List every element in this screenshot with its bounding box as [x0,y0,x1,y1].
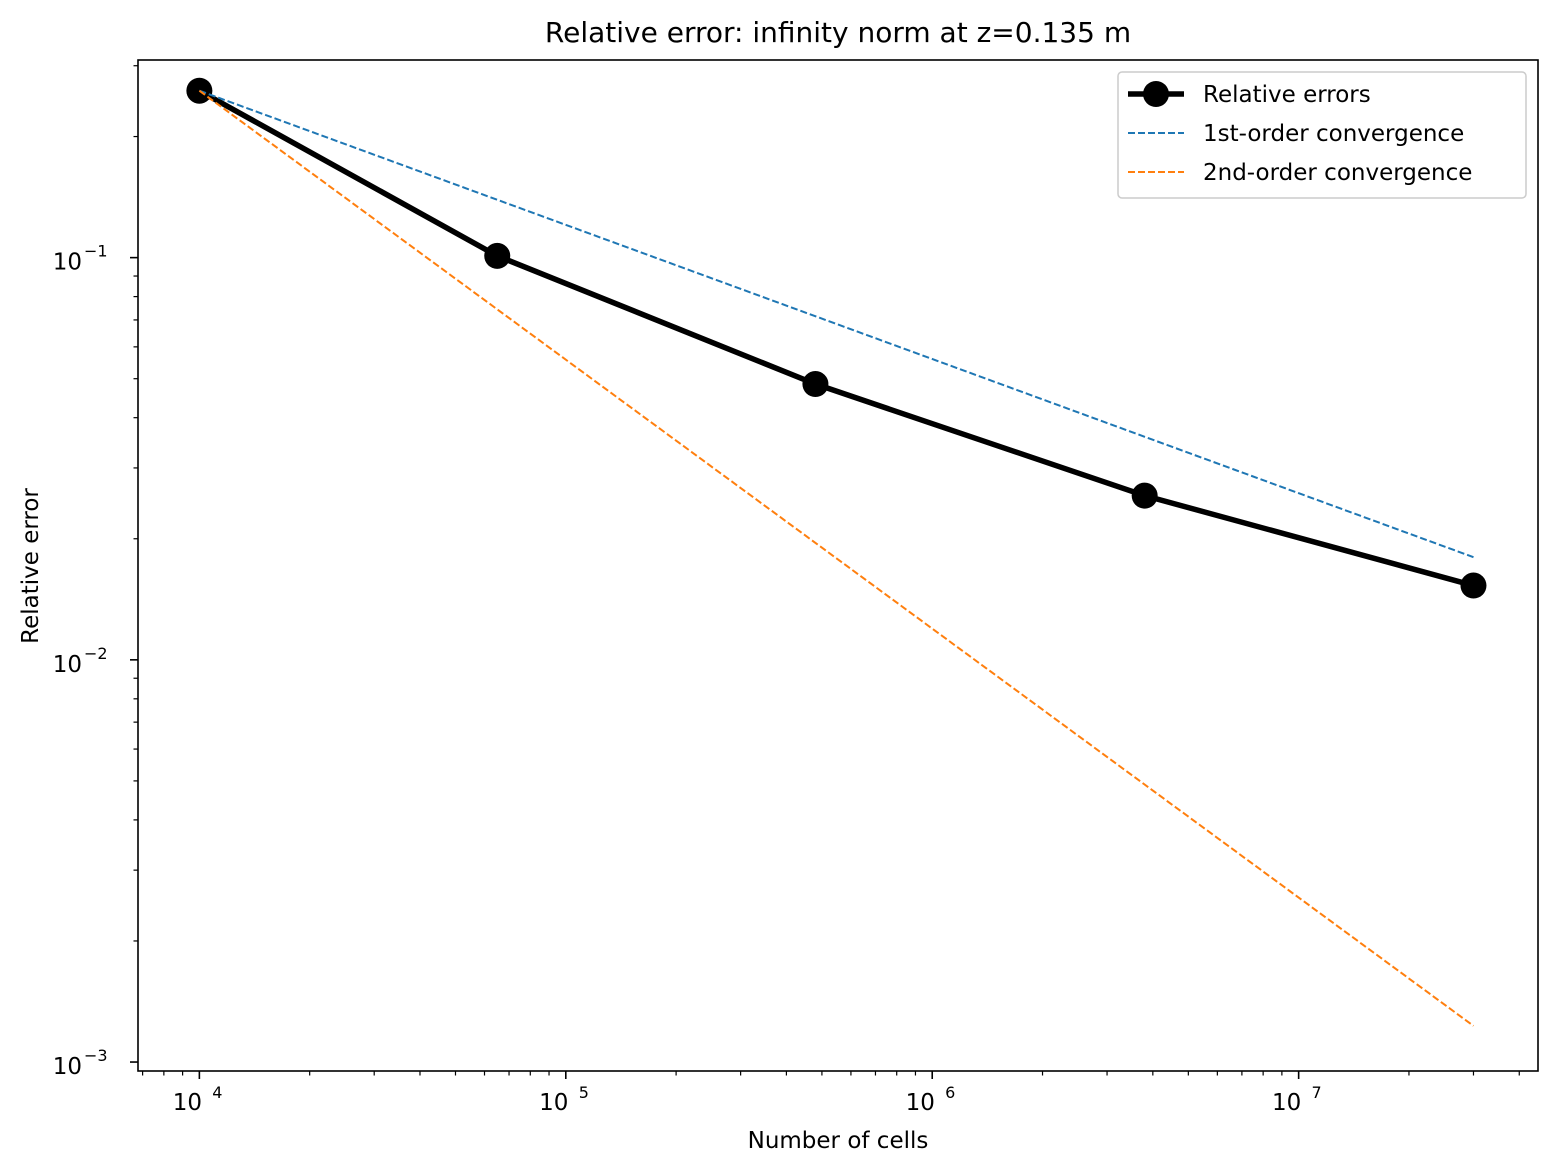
x-tick-label: 10 [1272,1090,1301,1116]
y-tick-label: 10 [53,652,82,678]
plot-area [186,77,1487,1027]
x-tick-label: 10 [539,1090,568,1116]
x-tick-exponent: 5 [579,1083,589,1102]
legend-swatch-marker [1143,81,1169,107]
plot-frame [137,59,1539,1072]
x-tick-label: 10 [906,1090,935,1116]
y-axis-label: Relative error [18,488,44,644]
y-tick-exponent: −3 [84,1046,108,1065]
data-point [484,242,511,269]
data-point [802,371,829,398]
legend-label: Relative errors [1203,82,1371,108]
data-point [1460,572,1487,599]
legend-label: 1st-order convergence [1203,121,1464,147]
x-tick-exponent: 4 [212,1083,222,1102]
y-tick-label: 10 [53,250,82,276]
legend: Relative errors 1st-order convergence 2nd-… [1117,71,1527,199]
x-tick-exponent: 7 [1312,1083,1322,1102]
y-tick-exponent: −1 [84,242,108,261]
y-tick-label: 10 [53,1054,82,1080]
x-tick-exponent: 6 [945,1083,955,1102]
data-point [1131,482,1158,509]
y-tick-exponent: −2 [84,644,108,663]
x-tick-label: 10 [173,1090,202,1116]
legend-box [1117,71,1527,199]
series-line-2 [199,89,1474,559]
legend-label: 2nd-order convergence [1203,160,1472,186]
chart-title: Relative error: infinity norm at z=0.135… [545,16,1131,49]
axes: 10 4 10 5 10 6 10 710 −310 −210 −1 [53,65,1520,1116]
x-axis-label: Number of cells [748,1128,929,1154]
series-line-3 [198,89,1475,1027]
